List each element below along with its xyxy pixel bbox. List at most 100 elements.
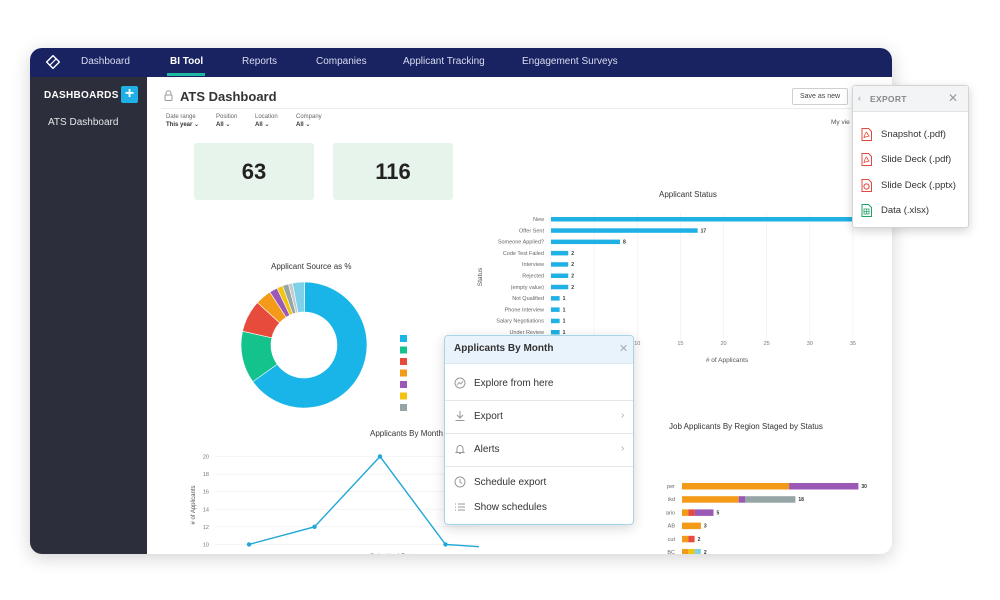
- filter-position[interactable]: Position All ⌄: [216, 114, 238, 128]
- x-tick-label: 15: [677, 341, 683, 347]
- y-tick-label: 20: [203, 455, 209, 461]
- nav-engagement-surveys[interactable]: Engagement Surveys: [522, 56, 618, 67]
- status-bar: [551, 296, 560, 301]
- data-label: 18: [798, 497, 804, 503]
- stacked-bar-segment: [694, 509, 714, 516]
- save-as-new-button[interactable]: Save as new: [792, 88, 848, 105]
- y-tick-label: 16: [203, 490, 209, 496]
- back-icon[interactable]: ‹: [858, 93, 861, 103]
- filter-date-range[interactable]: Date range This year ⌄: [166, 114, 200, 128]
- nav-companies[interactable]: Companies: [316, 56, 367, 67]
- legend-swatch: [400, 335, 407, 342]
- data-label: 1: [563, 330, 566, 336]
- close-icon[interactable]: ✕: [948, 91, 959, 105]
- menu-schedule-export[interactable]: Schedule export: [445, 474, 633, 494]
- widget-context-menu: Applicants By Month ✕ Explore from here …: [444, 335, 634, 525]
- chart-title-applicant-status: Applicant Status: [659, 190, 717, 199]
- kpi-total-applicants: 63: [194, 143, 314, 200]
- y-tick-label: Interview: [522, 262, 544, 268]
- data-label: 1: [563, 319, 566, 325]
- menu-divider: [445, 400, 633, 401]
- pdf-icon: [861, 153, 872, 166]
- chart-title-region-status: Job Applicants By Region Staged by Statu…: [669, 422, 823, 431]
- nav-dashboard[interactable]: Dashboard: [81, 56, 130, 67]
- applicant-source-donut-chart[interactable]: [237, 275, 417, 411]
- y-tick-label: per: [667, 484, 675, 490]
- y-tick-label: 10: [203, 542, 209, 548]
- export-data-xlsx[interactable]: Data (.xlsx): [861, 204, 967, 220]
- applicants-by-month-line-chart[interactable]: 8101214161820Jan 2025Feb 2025Mar 2025Apr…: [189, 445, 479, 554]
- y-tick-label: ikd: [668, 497, 675, 503]
- data-label: 2: [704, 550, 707, 554]
- logo-icon[interactable]: [46, 55, 60, 69]
- stacked-bar-segment: [682, 509, 689, 516]
- menu-explore-from-here[interactable]: Explore from here: [445, 375, 633, 395]
- data-label: 2: [571, 251, 574, 257]
- menu-alerts[interactable]: Alerts ›: [445, 441, 633, 461]
- y-tick-label: Someone Applied?: [498, 240, 544, 246]
- stacked-bar-segment: [745, 496, 796, 503]
- sidebar-title: DASHBOARDS: [44, 90, 119, 101]
- y-tick-label: Phone Interview: [505, 307, 544, 313]
- my-views-link[interactable]: My vie: [831, 119, 850, 126]
- data-label: 2: [698, 537, 701, 543]
- status-bar: [551, 262, 569, 267]
- status-bar: [551, 307, 560, 312]
- chart-title-applicant-source: Applicant Source as %: [271, 262, 352, 271]
- x-tick-label: 25: [764, 341, 770, 347]
- export-slide-deck-pptx[interactable]: Slide Deck (.pptx): [861, 179, 967, 195]
- data-point: [246, 542, 252, 547]
- y-tick-label: 14: [203, 507, 209, 513]
- xlsx-icon: [861, 204, 872, 217]
- export-panel: ‹ EXPORT ✕ Snapshot (.pdf) Slide Deck (.…: [852, 85, 969, 228]
- status-bar: [551, 228, 698, 233]
- legend-swatch: [400, 346, 407, 354]
- data-label: 3: [704, 524, 707, 530]
- stacked-bar-segment: [738, 496, 745, 503]
- x-tick-label: 35: [850, 341, 856, 347]
- clock-icon: [454, 476, 466, 488]
- legend-swatch: [400, 358, 407, 365]
- x-tick-label: 30: [807, 341, 813, 347]
- export-panel-title: EXPORT: [870, 94, 907, 104]
- y-tick-label: Rejected: [522, 274, 544, 280]
- y-tick-label: (empty value): [511, 285, 544, 291]
- menu-export[interactable]: Export ›: [445, 408, 633, 428]
- sidebar-item-ats-dashboard[interactable]: ATS Dashboard: [48, 117, 119, 128]
- export-panel-header: ‹ EXPORT ✕: [853, 86, 968, 112]
- stacked-bar-segment: [682, 496, 739, 503]
- status-bar: [551, 239, 620, 245]
- filter-location[interactable]: Location All ⌄: [255, 114, 278, 128]
- stacked-bar-segment: [688, 549, 695, 554]
- filter-company[interactable]: Company All ⌄: [296, 114, 322, 128]
- region-status-stacked-bar-chart[interactable]: per 30 ikd 18 ario 5 AB 3 cut 2 BC 2: [647, 445, 892, 554]
- nav-bi-tool[interactable]: BI Tool: [170, 56, 204, 67]
- add-dashboard-button[interactable]: +: [121, 86, 138, 103]
- export-slide-deck-pdf[interactable]: Slide Deck (.pdf): [861, 153, 967, 169]
- nav-applicant-tracking[interactable]: Applicant Tracking: [403, 56, 485, 67]
- data-label: 8: [623, 240, 626, 246]
- close-icon[interactable]: ✕: [619, 343, 629, 355]
- status-bar: [551, 284, 569, 290]
- nav-reports[interactable]: Reports: [242, 56, 278, 67]
- stacked-bar-segment: [688, 535, 695, 543]
- data-point: [377, 454, 383, 459]
- stacked-bar-segment: [682, 483, 790, 490]
- stacked-bar-segment: [682, 549, 689, 554]
- y-tick-label: AB: [668, 524, 676, 530]
- top-navigation-bar: Dashboard BI Tool Reports Companies Appl…: [30, 48, 892, 77]
- page-title: ATS Dashboard: [180, 89, 277, 104]
- y-tick-label: 12: [203, 525, 209, 531]
- y-tick-label: Under Review: [509, 330, 544, 336]
- data-point: [443, 542, 448, 547]
- chevron-right-icon: ›: [621, 443, 625, 454]
- menu-divider: [445, 433, 633, 434]
- status-bar: [551, 330, 560, 335]
- pdf-icon: [861, 128, 872, 141]
- status-bar: [551, 318, 560, 324]
- y-tick-label: BC: [667, 550, 675, 554]
- data-label: 30: [861, 484, 867, 490]
- menu-show-schedules[interactable]: Show schedules: [445, 499, 633, 519]
- export-snapshot-pdf[interactable]: Snapshot (.pdf): [861, 128, 967, 144]
